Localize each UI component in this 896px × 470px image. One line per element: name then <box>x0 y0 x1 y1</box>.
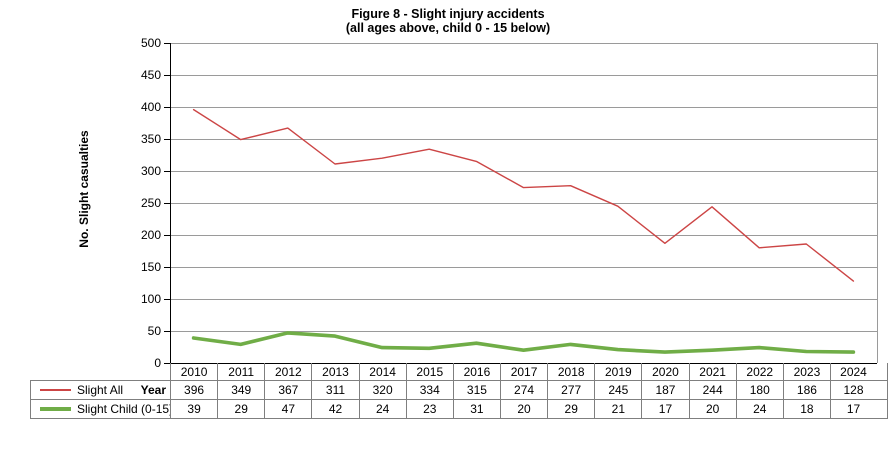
y-tick-label: 350 <box>141 132 161 146</box>
value-cell: 274 <box>499 380 549 400</box>
year-cell: 2018 <box>547 363 595 381</box>
value-cell: 21 <box>594 399 643 419</box>
y-tick-label: 100 <box>141 292 161 306</box>
year-cell: 2020 <box>641 363 690 381</box>
value-cell: 186 <box>782 380 832 400</box>
year-cell: 2021 <box>688 363 737 381</box>
value-cell: 187 <box>641 380 690 400</box>
value-cell: 31 <box>452 399 501 419</box>
legend-cell: Slight Child (0-15) <box>30 399 171 419</box>
year-cell: 2016 <box>452 363 501 381</box>
year-row-legend-spacer <box>31 363 171 381</box>
legend-entry: Slight All Year <box>32 383 170 397</box>
value-cell: 396 <box>169 380 219 400</box>
value-cell: 315 <box>452 380 501 400</box>
year-cell: 2023 <box>782 363 831 381</box>
year-cell: 2012 <box>264 363 312 381</box>
y-tick-label: 50 <box>148 324 162 338</box>
value-cell: 180 <box>735 380 784 400</box>
series-line-1 <box>191 331 856 354</box>
year-cell: 2022 <box>735 363 784 381</box>
value-cell: 128 <box>830 380 888 400</box>
data-table: 2010 2011 2012 2013 2014 2015 2016 2017 2018 2019… <box>30 363 888 419</box>
legend-key-line <box>40 407 71 411</box>
value-cell: 17 <box>830 399 888 419</box>
value-cell: 277 <box>547 380 596 400</box>
legend-cell: Slight All Year <box>30 380 171 400</box>
year-row: 2010 2011 2012 2013 2014 2015 2016 2017 2018 2019… <box>31 363 888 381</box>
value-cell: 24 <box>735 399 784 419</box>
series-row-1: Slight Child (0-15) 39 29 47 42 24 23 31 20 29 21 1… <box>30 399 888 419</box>
legend-label: Slight All <box>77 383 124 397</box>
y-tick-label: 450 <box>141 68 161 82</box>
value-cell: 320 <box>358 380 407 400</box>
value-cell: 349 <box>217 380 266 400</box>
year-cell: 2011 <box>217 363 265 381</box>
y-tick-label: 500 <box>141 36 161 50</box>
chart-title-line1: Figure 8 - Slight injury accidents <box>351 7 545 21</box>
y-tick-label: 400 <box>141 100 161 114</box>
value-cell: 367 <box>264 380 313 400</box>
value-cell: 245 <box>594 380 643 400</box>
value-cell: 20 <box>499 399 549 419</box>
value-cell: 42 <box>311 399 360 419</box>
y-tick-label: 300 <box>141 164 161 178</box>
legend-key-line <box>40 389 71 391</box>
value-cell: 29 <box>217 399 266 419</box>
chart-title: Figure 8 - Slight injury accidents (all … <box>0 7 896 35</box>
year-cell: 2013 <box>311 363 360 381</box>
value-cell: 23 <box>405 399 454 419</box>
year-cell: 2019 <box>594 363 642 381</box>
value-cell: 24 <box>358 399 407 419</box>
value-cell: 29 <box>547 399 596 419</box>
year-cell: 2014 <box>358 363 407 381</box>
value-cell: 47 <box>264 399 313 419</box>
value-cell: 311 <box>311 380 360 400</box>
value-cell: 334 <box>405 380 454 400</box>
value-cell: 244 <box>688 380 737 400</box>
value-cell: 17 <box>641 399 690 419</box>
year-cell: 2017 <box>499 363 548 381</box>
series-line-0 <box>192 108 855 282</box>
y-tick-label: 200 <box>141 228 161 242</box>
y-tick-label: 150 <box>141 260 161 274</box>
chart-title-line2: (all ages above, child 0 - 15 below) <box>345 21 551 35</box>
x-axis-title: Year <box>140 383 166 397</box>
year-cell: 2024 <box>830 363 888 381</box>
value-cell: 18 <box>782 399 832 419</box>
legend-entry: Slight Child (0-15) <box>32 402 171 416</box>
year-cell: 2015 <box>405 363 454 381</box>
series-row-0: Slight All Year 396 349 367 311 320 334 315 274 27… <box>30 380 888 400</box>
year-cell: 2010 <box>169 363 218 381</box>
y-tick-label: 0 <box>154 356 161 370</box>
value-cell: 39 <box>169 399 219 419</box>
value-cell: 20 <box>688 399 737 419</box>
y-tick-label: 250 <box>141 196 161 210</box>
legend-label: Slight Child (0-15) <box>77 402 171 416</box>
